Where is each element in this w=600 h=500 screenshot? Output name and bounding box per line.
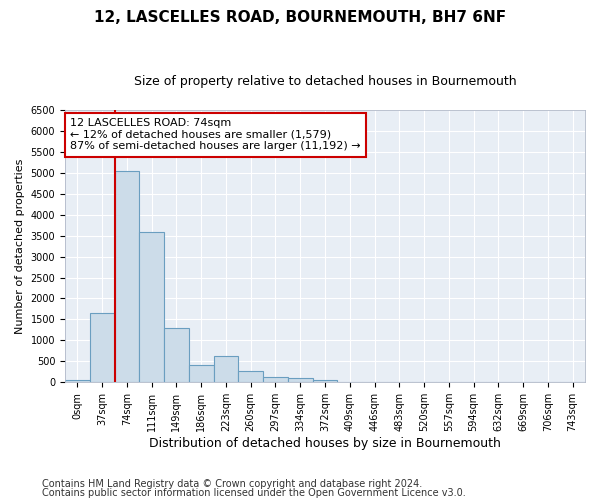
Bar [214,356,238,382]
Bar [288,378,313,382]
Text: 12, LASCELLES ROAD, BOURNEMOUTH, BH7 6NF: 12, LASCELLES ROAD, BOURNEMOUTH, BH7 6NF [94,10,506,25]
Text: 12 LASCELLES ROAD: 74sqm
← 12% of detached houses are smaller (1,579)
87% of sem: 12 LASCELLES ROAD: 74sqm ← 12% of detach… [70,118,361,152]
Bar [189,366,214,382]
Bar [115,170,139,382]
Bar [164,328,189,382]
Bar [313,380,337,382]
Bar [263,377,288,382]
Title: Size of property relative to detached houses in Bournemouth: Size of property relative to detached ho… [134,75,517,88]
X-axis label: Distribution of detached houses by size in Bournemouth: Distribution of detached houses by size … [149,437,501,450]
Bar [238,371,263,382]
Text: Contains HM Land Registry data © Crown copyright and database right 2024.: Contains HM Land Registry data © Crown c… [42,479,422,489]
Bar [90,313,115,382]
Bar [65,380,90,382]
Y-axis label: Number of detached properties: Number of detached properties [15,158,25,334]
Bar [139,232,164,382]
Text: Contains public sector information licensed under the Open Government Licence v3: Contains public sector information licen… [42,488,466,498]
